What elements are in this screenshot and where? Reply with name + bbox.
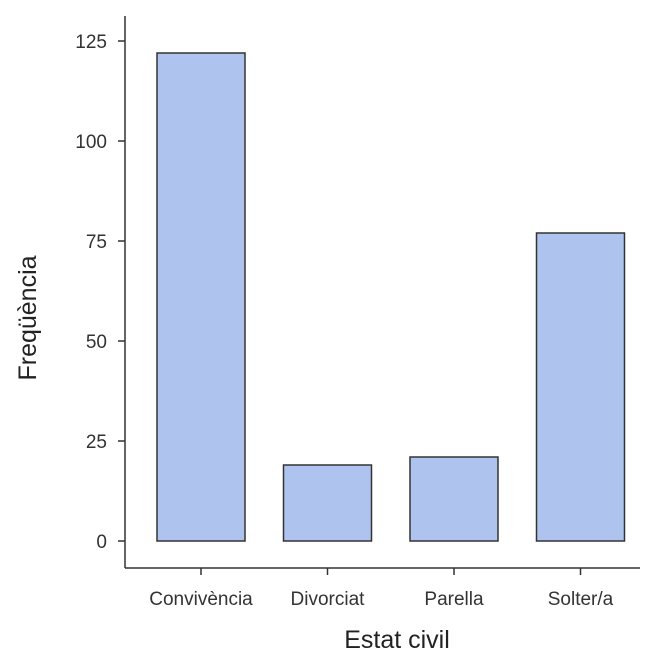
y-tick-label: 125 [75,32,107,53]
bar-divorciat [282,464,373,542]
y-axis: 0 25 50 75 100 125 [75,16,126,568]
x-tick-label: Convivència [149,589,253,610]
y-axis-title: Freqüència [14,255,42,380]
y-tick-label: 25 [86,432,107,453]
x-tick-label: Parella [424,589,484,610]
y-tick-label: 0 [96,532,107,553]
x-axis-title: Estat civil [344,626,450,654]
bar-solter-a [535,232,626,542]
y-tick-label: 100 [75,132,107,153]
bar-conviv-ncia [156,52,246,542]
x-tick-label: Solter/a [548,589,614,610]
bars [156,52,626,542]
bar-parella [409,456,499,542]
y-tick-label: 50 [86,332,107,353]
y-tick-label: 75 [86,232,107,253]
x-axis: Convivència Divorciat Parella Solter/a [125,567,640,610]
x-tick-label: Divorciat [291,589,366,610]
